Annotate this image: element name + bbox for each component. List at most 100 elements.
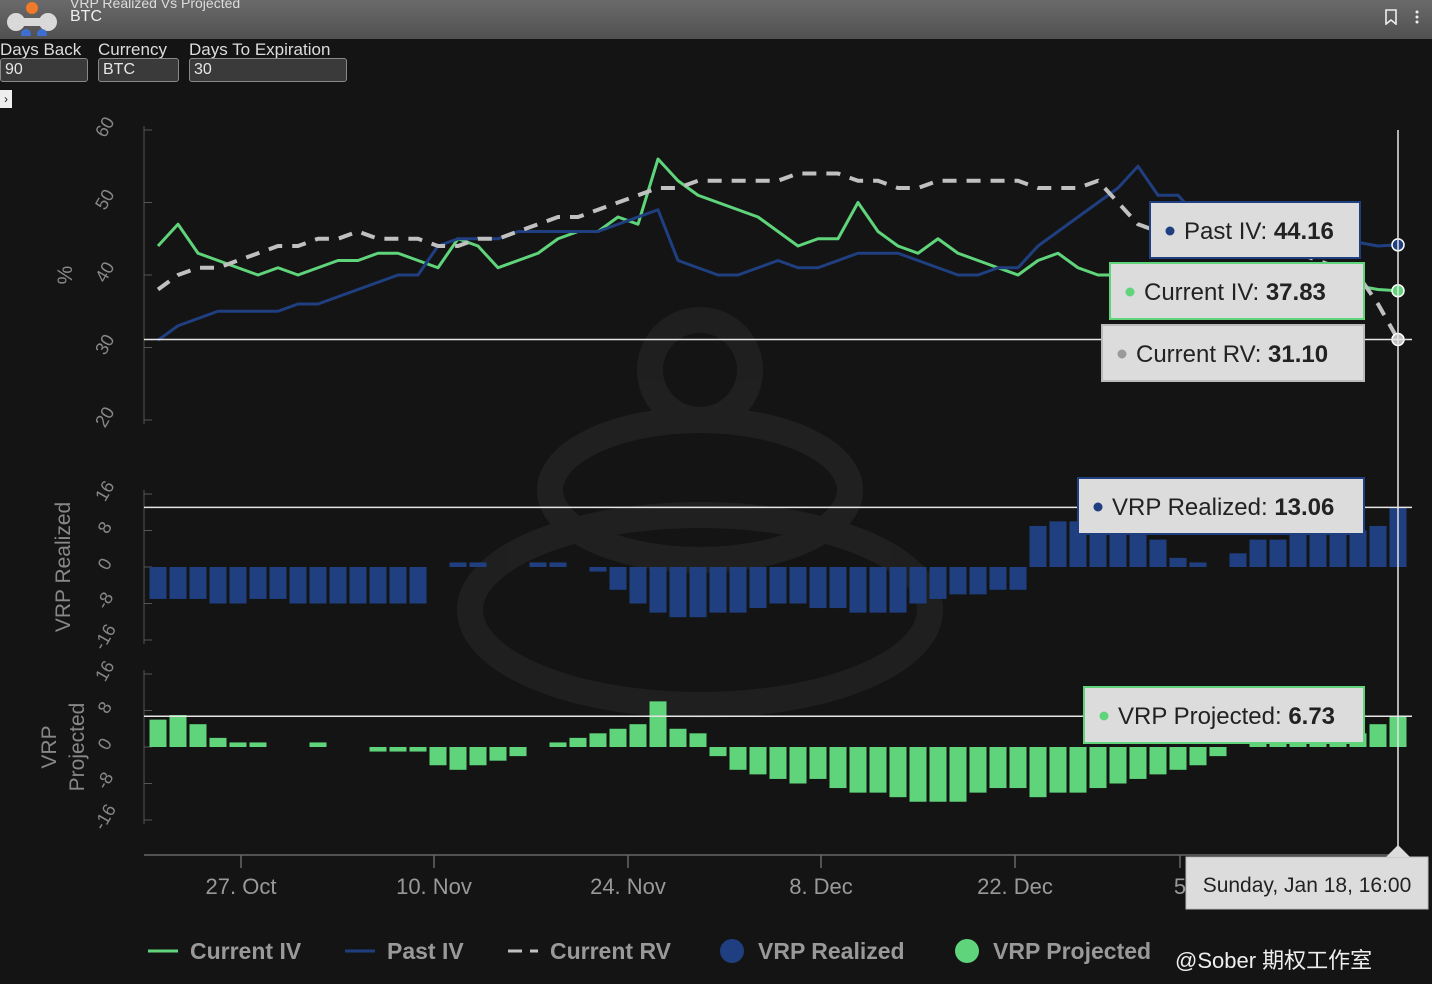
vrp_projected-bar-39 xyxy=(929,747,947,802)
days-back-label: Days Back xyxy=(0,40,82,59)
legend-item-4[interactable]: VRP Projected xyxy=(993,938,1151,964)
vrp_realized-bar-38 xyxy=(909,567,927,604)
vrp_projected-bar-34 xyxy=(829,747,847,789)
vrp_projected-bar-14 xyxy=(429,747,447,766)
vrp_projected-bar-27 xyxy=(689,733,707,747)
vrp_realized-bar-12 xyxy=(389,567,407,604)
vrp_realized-bar-58 xyxy=(1309,535,1327,567)
vrp_realized-bar-6 xyxy=(269,567,287,599)
legend-item-2[interactable]: Current RV xyxy=(550,938,672,964)
vrp_realized-bar-59 xyxy=(1329,535,1347,567)
tooltip-label-0: Past IV: 44.16 xyxy=(1184,218,1334,245)
vrp_projected-bar-20 xyxy=(549,742,567,747)
vrp_realized-bar-48 xyxy=(1109,530,1127,567)
tooltip-dot-0 xyxy=(1165,226,1175,236)
vrp_realized-bar-33 xyxy=(809,567,827,609)
tooltip-dot-1 xyxy=(1125,287,1135,297)
vrp_realized-bar-2 xyxy=(189,567,207,599)
currency-label: Currency xyxy=(98,40,167,59)
vrp_realized-bar-32 xyxy=(789,567,807,604)
y-axis-label-part-0: VRP xyxy=(38,725,61,768)
vrp_projected-bar-32 xyxy=(789,747,807,784)
tooltip-label-3: VRP Realized: 13.06 xyxy=(1112,494,1334,521)
vrp_realized-bar-35 xyxy=(849,567,867,613)
vrp_projected-bar-15 xyxy=(449,747,467,770)
vrp_realized-bar-25 xyxy=(649,567,667,613)
vrp_projected-bar-50 xyxy=(1149,747,1167,775)
legend-item-1[interactable]: Past IV xyxy=(387,938,464,964)
app-logo-icon xyxy=(7,2,57,36)
tooltip-label-1: Current IV: 37.83 xyxy=(1144,279,1326,306)
vrp_realized-bar-36 xyxy=(869,567,887,613)
tooltip-dot-4 xyxy=(1099,711,1109,721)
chevron-right-icon[interactable]: › xyxy=(0,90,12,108)
window-titlebar: VRP Realized Vs Projected BTC xyxy=(0,0,1432,39)
vrp_projected-bar-41 xyxy=(969,747,987,793)
days-to-expiration-input[interactable]: 30 xyxy=(189,58,347,82)
tooltip-box-3 xyxy=(1077,477,1365,535)
tooltip-label-4: VRP Projected: 6.73 xyxy=(1118,703,1335,730)
tooltip-box-4 xyxy=(1083,686,1365,744)
y-tick-label-vrp_realized-2: 0 xyxy=(94,555,116,574)
vrp_realized-bar-28 xyxy=(709,567,727,613)
legend-item-3[interactable]: VRP Realized xyxy=(758,938,905,964)
vrp_realized-bar-61 xyxy=(1369,525,1387,567)
vrp_projected-bar-24 xyxy=(629,724,647,747)
vrp_realized-bar-4 xyxy=(229,567,247,604)
vrp_realized-bar-23 xyxy=(609,567,627,590)
vrp_realized-bar-7 xyxy=(289,567,307,604)
vrp_projected-bar-29 xyxy=(729,747,747,770)
currency-input[interactable]: BTC xyxy=(98,58,179,82)
vrp_realized-bar-50 xyxy=(1149,539,1167,567)
y-tick-label-vrp_projected-2: 0 xyxy=(94,735,116,754)
tooltip-value-0: 44.16 xyxy=(1274,218,1334,245)
x-tick-label-3: 8. Dec xyxy=(789,874,853,899)
bookmark-icon[interactable] xyxy=(1384,9,1398,30)
vrp_projected-bar-28 xyxy=(709,747,727,757)
app-subtitle: BTC xyxy=(70,8,102,25)
vrp_realized-bar-39 xyxy=(929,567,947,599)
vrp_realized-bar-26 xyxy=(669,567,687,618)
vrp_projected-bar-2 xyxy=(189,724,207,747)
vrp_realized-bar-44 xyxy=(1029,525,1047,567)
legend-item-0[interactable]: Current IV xyxy=(190,938,302,964)
footer-watermark: @Sober 期权工作室 xyxy=(1175,948,1373,973)
vrp_realized-bar-31 xyxy=(769,567,787,604)
vrp_projected-bar-48 xyxy=(1109,747,1127,784)
vrp_projected-bar-11 xyxy=(369,747,387,752)
legend-symbol-4 xyxy=(955,939,979,963)
vrp_projected-bar-13 xyxy=(409,747,427,752)
days-back-input[interactable]: 90 xyxy=(0,58,88,82)
vrp_realized-bar-47 xyxy=(1089,525,1107,567)
y-axis-label-vrp_projected: VRP Projected xyxy=(38,703,89,792)
vrp_projected-bar-0 xyxy=(149,719,167,747)
vrp_projected-bar-16 xyxy=(469,747,487,766)
vrp_projected-bar-21 xyxy=(569,737,587,747)
y-tick-label-vrp_realized-1: -8 xyxy=(92,589,117,613)
vrp_realized-bar-24 xyxy=(629,567,647,604)
vrp_realized-bar-15 xyxy=(449,562,467,567)
vrp_projected-bar-44 xyxy=(1029,747,1047,798)
vrp_projected-bar-43 xyxy=(1009,747,1027,789)
vrp_projected-bar-40 xyxy=(949,747,967,802)
y-tick-label-vrp_realized-0: -16 xyxy=(90,621,120,654)
vrp_realized-bar-20 xyxy=(549,562,567,567)
y-axis-label-iv: % xyxy=(54,266,77,285)
y-tick-label-vrp_realized-3: 8 xyxy=(94,518,116,537)
y-tick-label-vrp_projected-3: 8 xyxy=(94,698,116,717)
vrp_realized-bar-3 xyxy=(209,567,227,604)
vrp_realized-bar-9 xyxy=(329,567,347,604)
vrp_projected-bar-33 xyxy=(809,747,827,779)
vrp_realized-bar-27 xyxy=(689,567,707,618)
tooltip-box-2 xyxy=(1101,324,1365,382)
more-vertical-icon[interactable] xyxy=(1414,9,1420,30)
vrp_realized-bar-43 xyxy=(1009,567,1027,590)
date-tooltip-text: Sunday, Jan 18, 16:00 xyxy=(1203,874,1412,897)
vrp_realized-bar-29 xyxy=(729,567,747,613)
x-tick-label-4: 22. Dec xyxy=(977,874,1053,899)
x-tick-label-1: 10. Nov xyxy=(396,874,472,899)
vrp_realized-bar-10 xyxy=(349,567,367,604)
x-tick-label-0: 27. Oct xyxy=(206,874,277,899)
vrp_realized-bar-22 xyxy=(589,567,607,572)
